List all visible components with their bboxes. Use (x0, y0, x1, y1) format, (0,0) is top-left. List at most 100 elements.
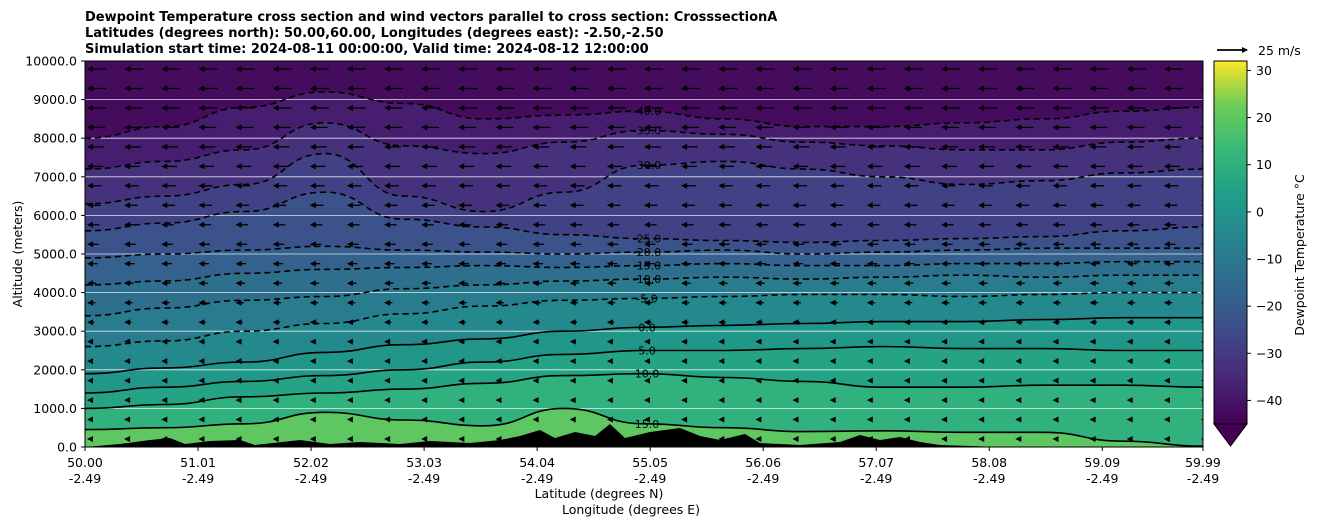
wind-arrow (384, 163, 391, 170)
wind-arrow (272, 436, 279, 442)
wind-arrow (866, 182, 873, 189)
wind-arrow (681, 85, 688, 92)
wind-arrow (384, 241, 391, 248)
contour-line--35.0 (85, 121, 1203, 170)
wind-arrow (1163, 416, 1170, 423)
wind-arrow (866, 358, 873, 365)
wind-arrow (644, 377, 650, 384)
wind-arrow (384, 221, 391, 228)
wind-arrow (421, 358, 428, 365)
wind-arrow (755, 241, 762, 248)
wind-arrow (792, 416, 799, 423)
y-axis-label: Altitude (meters) (10, 201, 25, 308)
wind-arrow (1052, 436, 1059, 442)
wind-arrow (1089, 299, 1096, 306)
wind-arrow (866, 221, 873, 228)
wind-arrow (272, 397, 279, 404)
wind-arrow (495, 221, 502, 228)
wind-arrow (124, 85, 131, 92)
wind-arrow (569, 104, 576, 111)
wind-arrow (903, 85, 910, 92)
wind-arrow (87, 377, 93, 384)
wind-arrow (124, 143, 131, 150)
wind-arrow (421, 104, 428, 111)
wind-arrow (1052, 163, 1059, 170)
wind-arrow (198, 241, 205, 248)
wind-arrow (1163, 436, 1170, 442)
contour-line-15.0 (85, 407, 1203, 447)
contour-labels: 15.0 10.0 5.0 0.0 -5.0 -10.0-15.0-20.0-25.0 -3… (633, 105, 661, 431)
contour-line--40.0 (85, 91, 1203, 139)
wind-arrow (1126, 280, 1133, 287)
wind-arrow (829, 377, 836, 384)
wind-arrow (124, 436, 131, 442)
wind-arrow (495, 66, 502, 72)
wind-arrow (495, 338, 502, 345)
y-tick-label: 3000.0 (33, 324, 77, 339)
wind-arrow (272, 299, 279, 306)
wind-arrow (829, 221, 836, 228)
wind-arrow (644, 221, 650, 228)
wind-arrow (718, 397, 725, 404)
wind-arrow (235, 260, 242, 267)
wind-arrow (644, 66, 650, 72)
wind-arrow (532, 319, 539, 326)
wind-arrow (458, 85, 465, 92)
x-axis-label-latitude: Latitude (degrees N) (535, 486, 664, 501)
wind-arrow (1089, 66, 1096, 72)
wind-arrow (1015, 377, 1022, 384)
wind-arrow (829, 358, 836, 365)
wind-arrow (421, 280, 428, 287)
wind-arrow (87, 260, 93, 267)
wind-arrow (829, 202, 836, 209)
wind-arrow (421, 163, 428, 170)
wind-arrow (1052, 377, 1059, 384)
wind-arrow (718, 416, 725, 423)
wind-arrow (458, 377, 465, 384)
wind-arrow (755, 85, 762, 92)
wind-arrow (532, 416, 539, 423)
wind-arrow (941, 241, 948, 248)
colorbar-gradient (1213, 60, 1248, 425)
wind-arrow (941, 221, 948, 228)
wind-arrow (346, 143, 353, 150)
wind-arrow (1052, 338, 1059, 345)
wind-arrow (1126, 202, 1133, 209)
contour-label: 10.0 (635, 368, 660, 381)
wind-arrow (1015, 241, 1022, 248)
wind-arrow (644, 338, 650, 345)
wind-arrow (681, 416, 688, 423)
wind-arrow (1015, 104, 1022, 111)
wind-arrow (272, 280, 279, 287)
wind-arrow (1015, 66, 1022, 72)
wind-arrow (1052, 280, 1059, 287)
contour-line--30.0 (85, 152, 1203, 213)
wind-arrow (1163, 358, 1170, 365)
wind-arrow (681, 241, 688, 248)
wind-arrow (903, 66, 910, 72)
wind-arrow (866, 280, 873, 287)
y-tick-label: 0.0 (57, 440, 77, 455)
wind-arrow (532, 124, 539, 131)
wind-arrow (198, 85, 205, 92)
wind-arrow (272, 221, 279, 228)
wind-arrow (495, 182, 502, 189)
wind-arrow (681, 299, 688, 306)
wind-arrow (1015, 436, 1022, 442)
x-tick-label-lon: -2.49 (973, 471, 1005, 486)
wind-arrow (458, 416, 465, 423)
wind-arrow (1163, 124, 1170, 131)
x-tick-label-lat: 52.02 (293, 455, 329, 470)
colorbar-tick-label: −40 (1256, 393, 1282, 408)
wind-arrow (681, 280, 688, 287)
wind-arrow (941, 377, 948, 384)
wind-arrow (198, 377, 205, 384)
wind-arrow (644, 182, 650, 189)
wind-arrow (1163, 143, 1170, 150)
x-tick-label-lon: -2.49 (182, 471, 214, 486)
x-tick-label-lon: -2.49 (521, 471, 553, 486)
wind-arrow (792, 338, 799, 345)
title-line-2: Latitudes (degrees north): 50.00,60.00, … (85, 26, 664, 41)
wind-arrow (1015, 416, 1022, 423)
wind-arrow (941, 182, 948, 189)
